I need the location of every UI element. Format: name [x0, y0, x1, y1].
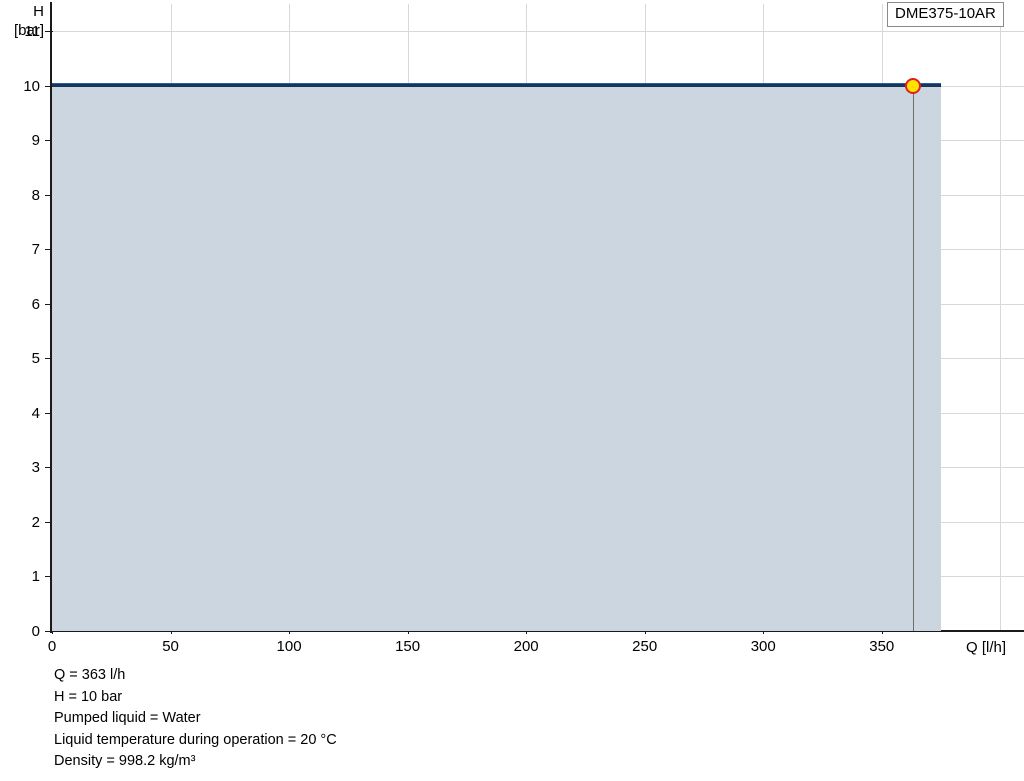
y-tick-label: 0 [31, 623, 40, 640]
x-axis-line [50, 630, 1024, 632]
gridline-horizontal [52, 31, 1024, 33]
y-tick-mark [45, 249, 53, 251]
x-tick-label: 300 [750, 638, 776, 655]
x-tick-label: 100 [276, 638, 302, 655]
x-tick-label: 50 [162, 638, 179, 655]
operating-range-area [52, 85, 942, 631]
x-axis-title: Q [l/h] [966, 639, 1007, 656]
y-tick-mark [45, 303, 53, 305]
operating-point-vertical-line [912, 85, 914, 631]
caption-line: Pumped liquid = Water [54, 710, 201, 726]
y-tick-mark [45, 140, 53, 142]
y-tick-mark [45, 31, 53, 33]
y-axis-title: H [bar] [0, 2, 44, 40]
caption-line: Density = 998.2 kg/m³ [54, 753, 196, 769]
y-tick-mark [45, 194, 53, 196]
y-tick-label: 7 [31, 241, 40, 259]
caption-line: H = 10 bar [54, 688, 123, 705]
y-tick-mark [45, 467, 53, 469]
y-tick-label: 9 [31, 132, 40, 150]
y-tick-label: 1 [31, 568, 40, 586]
gridline-vertical [1000, 4, 1002, 631]
x-tick-label: 250 [632, 638, 658, 655]
y-tick-label: 4 [31, 404, 40, 422]
performance-curve [52, 83, 942, 87]
y-tick-mark [45, 631, 53, 632]
y-tick-label: 8 [31, 186, 40, 204]
y-tick-mark [45, 412, 53, 414]
y-axis-title-symbol: H [33, 3, 44, 20]
y-tick-mark [45, 85, 53, 87]
y-tick-label: 5 [31, 350, 40, 368]
x-tick-label: 200 [513, 638, 539, 655]
pump-model-label: DME375-10AR [887, 2, 1004, 27]
caption-line: Q = 363 l/h [54, 667, 126, 683]
y-tick-label: 2 [31, 513, 40, 531]
caption-line: Liquid temperature during operation = 20… [54, 731, 337, 748]
operating-point-marker[interactable] [904, 77, 921, 94]
y-tick-label: 3 [31, 459, 40, 477]
x-tick-label: 350 [869, 638, 895, 655]
y-tick-label: 6 [31, 295, 40, 313]
x-tick-label: 0 [47, 638, 57, 655]
y-tick-label: 10 [23, 77, 40, 95]
x-tick-label: 150 [395, 638, 421, 655]
y-tick-mark [45, 358, 53, 360]
y-tick-label: 11 [24, 23, 40, 41]
y-axis-line [50, 2, 52, 633]
y-axis-title-unit: [bar] [13, 22, 44, 39]
y-tick-mark [45, 521, 53, 523]
duty-point-caption: Q = 363 l/h H = 10 bar Pumped liquid = Wat… [54, 665, 337, 773]
y-tick-mark [45, 576, 53, 578]
